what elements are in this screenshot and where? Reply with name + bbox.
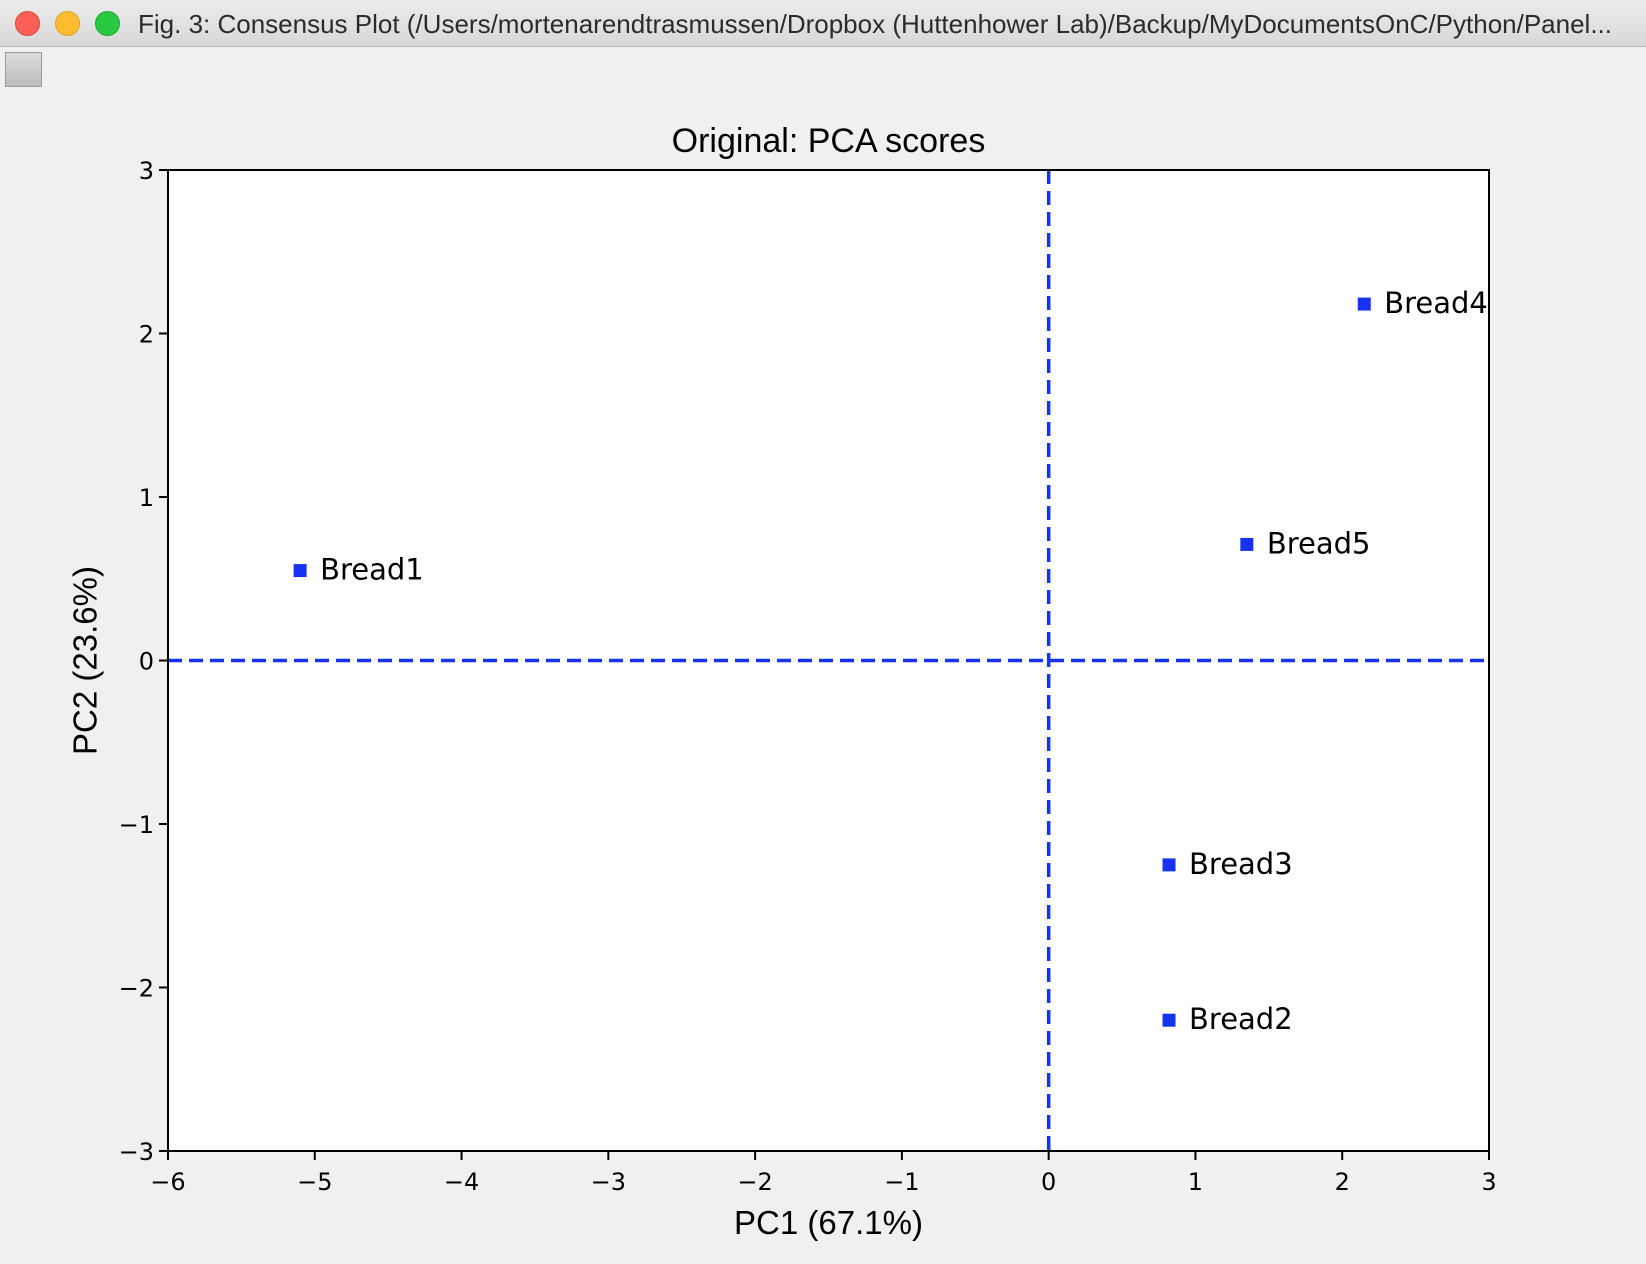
chart-title: Original: PCA scores (672, 122, 986, 160)
score-point-marker (293, 564, 307, 578)
x-tick-label: 1 (1188, 1168, 1203, 1196)
x-tick-label: −6 (150, 1168, 185, 1196)
x-tick-label: −1 (884, 1168, 919, 1196)
axis-ticks: −6 −5 −4 −3 −2 −1 0 1 2 3 −3 −2 −1 0 1 2 3 (119, 157, 1497, 1196)
y-tick-label: −2 (119, 975, 154, 1003)
reference-lines (168, 170, 1489, 1151)
x-tick-label: 3 (1481, 1168, 1496, 1196)
x-tick-label: −3 (591, 1168, 626, 1196)
x-tick-label: −4 (444, 1168, 479, 1196)
window-title: Fig. 3: Consensus Plot (/Users/mortenare… (138, 9, 1613, 39)
score-point-label: Bread3 (1189, 847, 1293, 881)
score-point-label: Bread1 (320, 553, 424, 587)
x-tick-label: −5 (297, 1168, 332, 1196)
y-tick-label: 2 (139, 321, 154, 349)
y-tick-label: 1 (139, 484, 154, 512)
score-point-label: Bread5 (1267, 526, 1371, 560)
score-point-marker (1240, 537, 1254, 551)
score-point-label: Bread4 (1384, 286, 1488, 320)
y-tick-label: −1 (119, 811, 154, 839)
score-point-marker (1357, 297, 1371, 311)
x-axis-label: PC1 (67.1%) (734, 1204, 923, 1241)
minimize-window-button[interactable] (55, 11, 80, 36)
y-tick-label: 3 (139, 157, 154, 185)
score-point-label: Bread2 (1189, 1002, 1293, 1036)
score-point-marker (1162, 1013, 1176, 1027)
y-axis-label: PC2 (23.6%) (67, 566, 104, 755)
y-tick-label: 0 (139, 648, 154, 676)
toolbar-button[interactable] (5, 52, 42, 87)
score-points: Bread1 Bread2 Bread3 Bread4 Bread5 (293, 286, 1488, 1036)
x-tick-label: −2 (737, 1168, 772, 1196)
score-point-marker (1162, 858, 1176, 872)
close-window-button[interactable] (15, 11, 40, 36)
window-titlebar: Fig. 3: Consensus Plot (/Users/mortenare… (0, 0, 1646, 47)
x-tick-label: 2 (1335, 1168, 1350, 1196)
maximize-window-button[interactable] (95, 11, 120, 36)
y-tick-label: −3 (119, 1138, 154, 1166)
x-tick-label: 0 (1041, 1168, 1056, 1196)
